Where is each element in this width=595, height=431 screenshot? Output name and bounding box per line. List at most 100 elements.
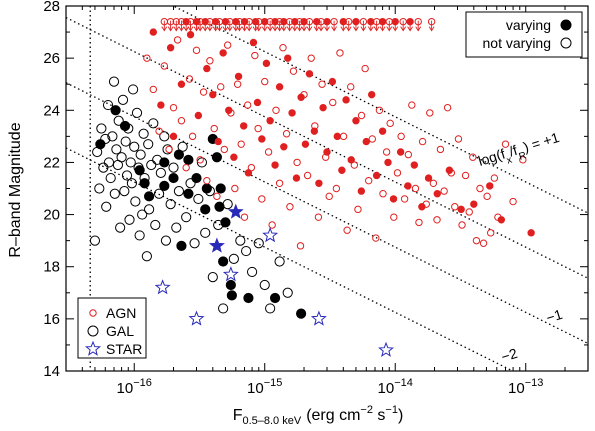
gal-point bbox=[189, 238, 200, 249]
gal-point bbox=[94, 183, 105, 194]
agn-varying-point bbox=[230, 153, 238, 161]
star-point bbox=[310, 310, 327, 326]
agn-varying-point bbox=[194, 111, 203, 120]
upper-limit-arrowhead bbox=[386, 26, 393, 32]
agn-varying-point bbox=[352, 117, 360, 125]
agn-varying-point bbox=[219, 49, 227, 57]
agn-point bbox=[451, 203, 459, 211]
agn-varying-point bbox=[166, 44, 175, 52]
gal-varying-point bbox=[218, 256, 229, 267]
upper-limit-arrowhead bbox=[202, 26, 209, 32]
agn-point bbox=[254, 124, 262, 133]
upper-limit-arrowhead bbox=[353, 26, 359, 32]
agn-point bbox=[415, 218, 423, 227]
agn-point bbox=[188, 132, 197, 141]
agn-point bbox=[479, 239, 488, 247]
agn-point bbox=[233, 80, 242, 88]
agn-point bbox=[143, 54, 151, 62]
gal-point bbox=[148, 118, 159, 129]
agn-point bbox=[235, 17, 244, 26]
agn-point bbox=[296, 242, 305, 250]
agn-point bbox=[165, 145, 173, 154]
legend-label-gal: GAL bbox=[106, 323, 134, 339]
agn-point bbox=[465, 208, 473, 216]
agn-point bbox=[400, 195, 409, 203]
gal-point bbox=[253, 238, 264, 249]
agn-point bbox=[217, 83, 225, 91]
agn-point bbox=[196, 17, 204, 26]
gal-point bbox=[259, 279, 270, 291]
gal-point bbox=[265, 303, 276, 314]
agn-varying-point bbox=[149, 28, 158, 36]
upper-limit-arrowhead bbox=[331, 26, 337, 32]
gal-point bbox=[108, 76, 120, 87]
gal-point bbox=[144, 204, 155, 215]
agn-point bbox=[237, 140, 245, 148]
agn-varying-point bbox=[209, 90, 217, 99]
upper-limit-arrowhead bbox=[301, 26, 307, 32]
gal-point bbox=[101, 201, 112, 212]
gal-point bbox=[146, 159, 157, 171]
upper-limit-arrowhead bbox=[236, 26, 243, 32]
agn-point bbox=[357, 111, 366, 120]
agn-varying-point bbox=[249, 38, 258, 47]
gal-point bbox=[130, 196, 141, 207]
agn-point bbox=[354, 205, 362, 214]
agn-point bbox=[282, 130, 291, 138]
agn-point bbox=[411, 184, 420, 193]
agn-point bbox=[440, 187, 448, 195]
upper-limit-arrowhead bbox=[392, 26, 399, 32]
upper-limit-arrowhead bbox=[345, 26, 352, 32]
legend-marker bbox=[89, 309, 97, 317]
agn-varying-point bbox=[211, 17, 220, 26]
upper-limit-arrowhead bbox=[197, 26, 204, 32]
upper-limit-arrowhead bbox=[216, 26, 223, 32]
gal-point bbox=[177, 141, 188, 152]
agn-point bbox=[206, 57, 214, 65]
upper-limit-arrowhead bbox=[178, 26, 185, 32]
gal-varying-point bbox=[215, 183, 226, 194]
agn-varying-point bbox=[328, 77, 337, 86]
gal-point bbox=[218, 303, 229, 314]
legend-label-varying: varying bbox=[506, 17, 551, 33]
star-point bbox=[188, 310, 205, 326]
upper-limit-arrowhead bbox=[226, 26, 233, 32]
agn-varying-point bbox=[410, 161, 419, 169]
upper-limit-arrowhead bbox=[400, 26, 407, 32]
agn-varying-point bbox=[288, 109, 296, 117]
agn-point bbox=[177, 117, 186, 125]
gal-point bbox=[207, 272, 218, 283]
agn-point bbox=[321, 153, 330, 161]
annotation-ratio-minus2: −2 bbox=[499, 345, 519, 365]
agn-point bbox=[382, 148, 391, 156]
agn-varying-point bbox=[378, 17, 387, 26]
reference-lines bbox=[66, 6, 588, 371]
agn-varying-point bbox=[305, 70, 314, 78]
upper-limit-arrowhead bbox=[267, 26, 274, 32]
star-varying-point bbox=[208, 237, 225, 253]
agn-varying-point bbox=[367, 90, 376, 99]
upper-limit-arrowhead bbox=[261, 26, 268, 32]
gal-varying-point bbox=[226, 290, 237, 301]
agn-point bbox=[359, 17, 368, 26]
agn-varying-point bbox=[214, 137, 222, 146]
gal-point bbox=[123, 123, 134, 134]
axes: 14 16 18 20 22 24 26 28 10−16 10−15 10−14 10−13 bbox=[43, 0, 588, 397]
agn-point bbox=[336, 49, 344, 57]
agn-point bbox=[461, 171, 470, 180]
legend-marker bbox=[84, 340, 102, 356]
agn-varying-point bbox=[280, 143, 288, 151]
gal-point bbox=[107, 131, 118, 142]
legend-marker bbox=[560, 19, 572, 31]
agn-point bbox=[266, 17, 274, 26]
gal-point bbox=[150, 219, 161, 231]
gal-varying-point bbox=[296, 308, 307, 319]
agn-point bbox=[227, 109, 235, 117]
upper-limit-arrowhead bbox=[373, 26, 380, 32]
agn-varying-point bbox=[486, 182, 494, 190]
agn-point bbox=[155, 127, 163, 135]
gal-varying-point bbox=[110, 105, 121, 116]
agn-point bbox=[325, 192, 333, 201]
agn-point bbox=[231, 184, 239, 193]
agn-point bbox=[399, 17, 407, 26]
